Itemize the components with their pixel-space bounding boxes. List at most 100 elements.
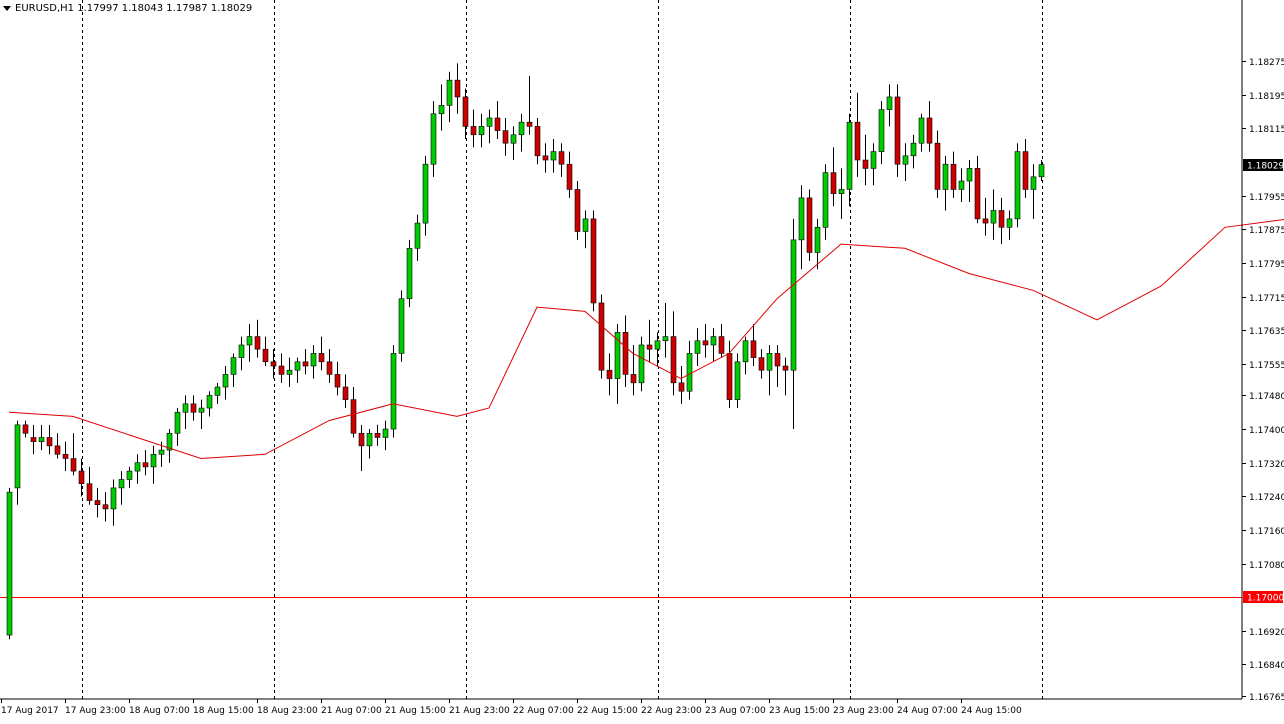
ohlc-high: 1.18043 bbox=[121, 3, 164, 14]
bull-candle-body bbox=[382, 428, 389, 438]
candle bbox=[118, 471, 125, 505]
price-tick-label: 1.17635 bbox=[1249, 327, 1284, 337]
candle bbox=[830, 147, 837, 207]
candle bbox=[622, 315, 629, 388]
bear-candle-body bbox=[358, 432, 365, 447]
bull-candle-body bbox=[902, 155, 909, 165]
candle bbox=[774, 344, 781, 388]
bull-candle-body bbox=[486, 117, 493, 127]
candle bbox=[390, 344, 397, 438]
candle bbox=[782, 357, 789, 396]
bull-candle-body bbox=[310, 353, 317, 367]
time-tick-label: 18 Aug 15:00 bbox=[193, 706, 254, 716]
bear-candle-body bbox=[574, 189, 581, 232]
bull-candle-body bbox=[126, 470, 133, 480]
candle bbox=[206, 391, 213, 417]
bear-candle-body bbox=[1022, 151, 1029, 190]
candle bbox=[238, 336, 245, 371]
candle bbox=[766, 344, 773, 396]
bear-candle-body bbox=[318, 353, 325, 363]
candle bbox=[6, 487, 13, 640]
candle bbox=[278, 353, 285, 383]
candle bbox=[718, 323, 725, 358]
candle bbox=[446, 71, 453, 123]
bull-candle-body bbox=[398, 298, 405, 354]
bear-candle-body bbox=[974, 168, 981, 220]
candle bbox=[934, 130, 941, 198]
bear-candle-body bbox=[670, 336, 677, 384]
candle bbox=[310, 344, 317, 379]
candle bbox=[894, 84, 901, 177]
bull-candle-body bbox=[798, 197, 805, 241]
bull-candle-body bbox=[246, 336, 253, 346]
candle bbox=[430, 101, 437, 177]
bear-candle-body bbox=[526, 121, 533, 127]
candle bbox=[406, 239, 413, 308]
bull-candle-body bbox=[6, 491, 13, 636]
candle bbox=[462, 88, 469, 139]
bear-candle-body bbox=[782, 365, 789, 371]
bull-candle-body bbox=[286, 369, 293, 375]
price-axis[interactable]: 1.18275 1.18195 1.18115 1.17955 1.17875 1.177… bbox=[1242, 58, 1284, 703]
bear-candle-body bbox=[470, 126, 477, 136]
candle bbox=[438, 84, 445, 131]
candle bbox=[182, 395, 189, 430]
plot-area[interactable] bbox=[0, 0, 1242, 699]
last-price-label: 1.18029 bbox=[1247, 162, 1284, 172]
bull-candle-body bbox=[686, 353, 693, 392]
candle bbox=[918, 113, 925, 152]
bull-candle-body bbox=[734, 361, 741, 400]
bull-candle-body bbox=[198, 407, 205, 413]
time-tick-label: 18 Aug 07:00 bbox=[129, 706, 190, 716]
candle bbox=[110, 479, 117, 526]
bull-candle-body bbox=[838, 189, 845, 194]
bull-candle-body bbox=[206, 395, 213, 409]
bear-candle-body bbox=[70, 458, 77, 472]
bull-candle-body bbox=[638, 344, 645, 384]
candle bbox=[214, 382, 221, 404]
bull-candle-body bbox=[110, 487, 117, 510]
price-tick-label: 1.17480 bbox=[1249, 392, 1284, 402]
time-tick-label: 18 Aug 23:00 bbox=[257, 706, 318, 716]
time-axis[interactable]: 17 Aug 2017 17 Aug 23:00 18 Aug 07:00 18 Au… bbox=[1, 699, 1022, 716]
candle bbox=[350, 387, 357, 438]
bear-candle-body bbox=[894, 96, 901, 165]
candle bbox=[142, 450, 149, 476]
candle bbox=[846, 113, 853, 207]
bull-candle-body bbox=[422, 163, 429, 224]
bull-candle-body bbox=[966, 168, 973, 182]
candle bbox=[950, 151, 957, 198]
candle bbox=[734, 353, 741, 409]
price-tick-label: 1.17160 bbox=[1249, 527, 1284, 537]
candle bbox=[398, 290, 405, 362]
bear-candle-body bbox=[678, 382, 685, 392]
candle bbox=[22, 420, 29, 438]
candle bbox=[822, 164, 829, 240]
candle bbox=[190, 395, 197, 421]
bear-candle-body bbox=[326, 361, 333, 375]
bear-candle-body bbox=[30, 437, 37, 442]
bear-candle-body bbox=[606, 369, 613, 379]
dropdown-arrow-icon[interactable] bbox=[3, 5, 11, 11]
candle bbox=[662, 302, 669, 358]
candle bbox=[990, 189, 997, 240]
level-price-label: 1.17000 bbox=[1247, 594, 1284, 604]
bear-candle-body bbox=[494, 117, 501, 131]
candle bbox=[814, 218, 821, 270]
ohlc-low: 1.17987 bbox=[166, 3, 208, 14]
candle bbox=[646, 319, 653, 362]
candle bbox=[470, 109, 477, 148]
level-price-tag bbox=[1243, 591, 1283, 603]
bear-candle-body bbox=[62, 453, 69, 459]
bear-candle-body bbox=[94, 500, 101, 506]
bear-candle-body bbox=[78, 470, 85, 485]
bear-candle-body bbox=[646, 344, 653, 350]
bull-candle-body bbox=[222, 374, 229, 388]
candle bbox=[670, 311, 677, 396]
candle bbox=[806, 189, 813, 261]
bull-candle-body bbox=[822, 172, 829, 228]
price-tick-label: 1.17875 bbox=[1249, 226, 1284, 236]
candle bbox=[974, 155, 981, 224]
